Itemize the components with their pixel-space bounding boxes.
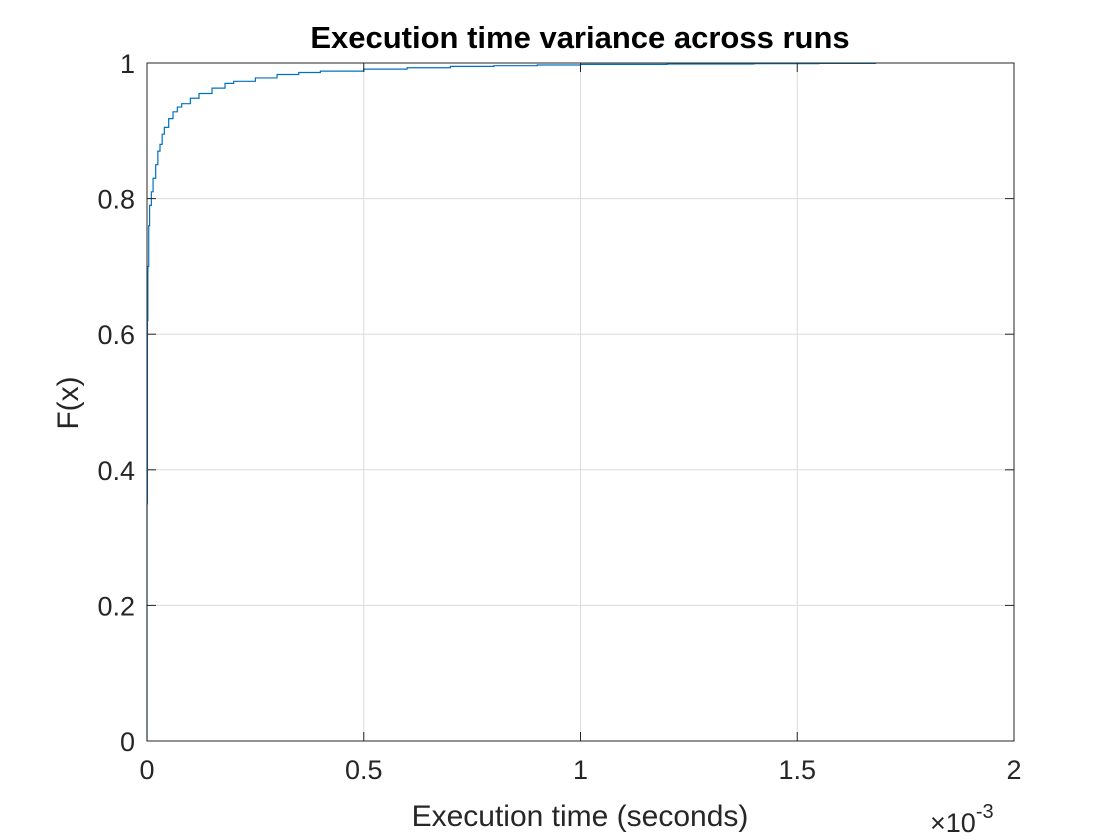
x-tick-label: 1 [573,755,588,785]
y-tick-label: 0.6 [97,320,135,350]
x-exponent-power: -3 [976,801,994,823]
series-layer [146,62,876,741]
x-tick-labels: 0 0.5 1 1.5 2 [139,755,1021,785]
y-axis-label: F(x) [52,376,85,429]
cdf-series-line [146,62,876,741]
x-axis-exponent-label: ×10-3 [930,801,994,838]
y-tick-label: 0.4 [97,456,135,486]
x-tick-label: 2 [1006,755,1021,785]
x-tick-label: 0 [139,755,154,785]
y-tick-label: 0.2 [97,591,135,621]
x-tick-label: 1.5 [778,755,816,785]
y-tick-labels: 0 0.2 0.4 0.6 0.8 1 [97,49,135,757]
x-exponent-base: ×10 [930,808,976,838]
tick-marks [146,62,1015,742]
y-tick-label: 1 [120,49,135,79]
x-axis-label: Execution time (seconds) [412,800,749,833]
y-tick-label: 0.8 [97,185,135,215]
x-tick-label: 0.5 [345,755,383,785]
y-tick-label: 0 [120,727,135,757]
chart-title: Execution time variance across runs [310,20,849,55]
